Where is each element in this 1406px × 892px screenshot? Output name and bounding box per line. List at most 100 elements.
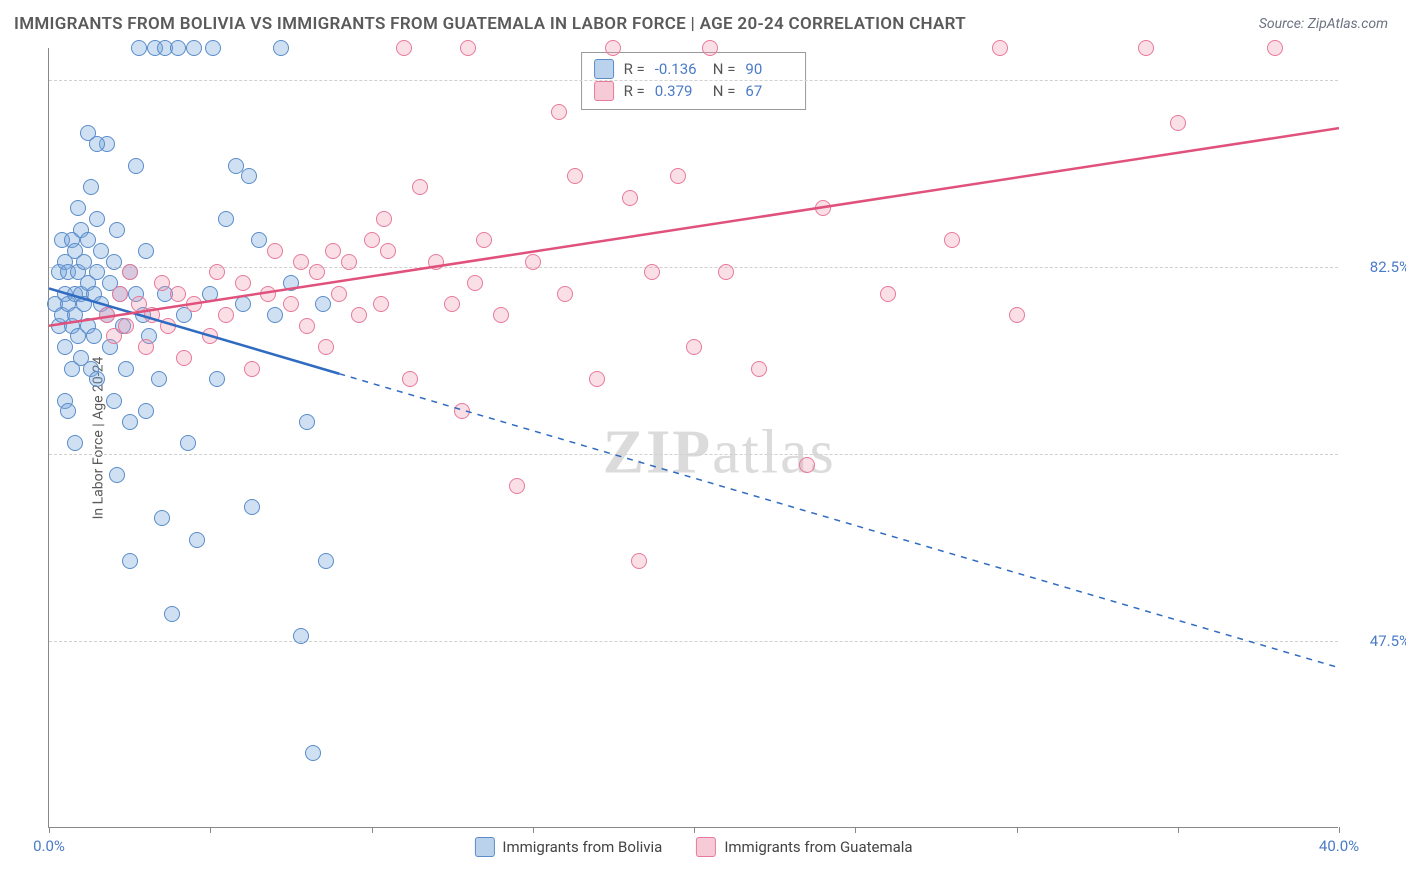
scatter-point-bolivia bbox=[57, 339, 73, 355]
scatter-point-guatemala bbox=[509, 478, 525, 494]
scatter-point-guatemala bbox=[644, 264, 660, 280]
scatter-point-bolivia bbox=[131, 40, 147, 56]
scatter-point-guatemala bbox=[138, 339, 154, 355]
scatter-point-guatemala bbox=[396, 40, 412, 56]
legend-n-label: N = bbox=[713, 60, 736, 78]
scatter-point-guatemala bbox=[1267, 40, 1283, 56]
scatter-point-guatemala bbox=[160, 318, 176, 334]
scatter-point-guatemala bbox=[992, 40, 1008, 56]
scatter-point-guatemala bbox=[525, 254, 541, 270]
scatter-point-bolivia bbox=[122, 414, 138, 430]
scatter-point-bolivia bbox=[293, 628, 309, 644]
x-tick bbox=[1178, 827, 1179, 833]
scatter-point-bolivia bbox=[241, 168, 257, 184]
scatter-point-guatemala bbox=[283, 296, 299, 312]
scatter-point-bolivia bbox=[251, 232, 267, 248]
scatter-point-guatemala bbox=[622, 190, 638, 206]
scatter-point-bolivia bbox=[89, 136, 105, 152]
scatter-point-guatemala bbox=[1009, 307, 1025, 323]
scatter-point-guatemala bbox=[99, 307, 115, 323]
scatter-point-guatemala bbox=[799, 457, 815, 473]
series-legend: Immigrants from Bolivia Immigrants from G… bbox=[474, 837, 912, 857]
scatter-point-guatemala bbox=[118, 318, 134, 334]
scatter-point-guatemala bbox=[106, 328, 122, 344]
gridline bbox=[49, 454, 1338, 455]
scatter-point-guatemala bbox=[144, 307, 160, 323]
scatter-point-bolivia bbox=[209, 371, 225, 387]
scatter-point-bolivia bbox=[60, 403, 76, 419]
watermark-bold: ZIP bbox=[603, 419, 712, 487]
scatter-point-guatemala bbox=[454, 403, 470, 419]
scatter-point-bolivia bbox=[305, 745, 321, 761]
scatter-point-bolivia bbox=[70, 200, 86, 216]
scatter-point-guatemala bbox=[122, 264, 138, 280]
scatter-point-bolivia bbox=[299, 414, 315, 430]
legend-r-label: R = bbox=[624, 60, 645, 78]
scatter-point-guatemala bbox=[428, 254, 444, 270]
scatter-point-guatemala bbox=[170, 286, 186, 302]
legend-n-value: 67 bbox=[745, 82, 793, 100]
scatter-point-bolivia bbox=[267, 307, 283, 323]
scatter-point-guatemala bbox=[318, 339, 334, 355]
legend-swatch bbox=[594, 81, 614, 101]
scatter-point-bolivia bbox=[106, 254, 122, 270]
y-tick-label: 47.5% bbox=[1346, 632, 1406, 650]
scatter-point-bolivia bbox=[180, 435, 196, 451]
scatter-point-guatemala bbox=[235, 275, 251, 291]
scatter-point-bolivia bbox=[89, 371, 105, 387]
scatter-point-bolivia bbox=[109, 222, 125, 238]
gridline bbox=[49, 267, 1338, 268]
correlation-legend-row: R =-0.136N =90 bbox=[594, 59, 794, 79]
scatter-point-bolivia bbox=[189, 532, 205, 548]
scatter-point-bolivia bbox=[138, 243, 154, 259]
scatter-point-guatemala bbox=[309, 264, 325, 280]
scatter-point-bolivia bbox=[86, 328, 102, 344]
scatter-point-guatemala bbox=[244, 361, 260, 377]
y-tick-label: 82.5% bbox=[1346, 258, 1406, 276]
legend-n-label: N = bbox=[713, 82, 736, 100]
scatter-point-bolivia bbox=[128, 158, 144, 174]
scatter-point-bolivia bbox=[186, 40, 202, 56]
scatter-point-guatemala bbox=[551, 104, 567, 120]
scatter-point-bolivia bbox=[273, 40, 289, 56]
scatter-point-guatemala bbox=[467, 275, 483, 291]
series-legend-label: Immigrants from Bolivia bbox=[502, 838, 662, 856]
scatter-point-guatemala bbox=[364, 232, 380, 248]
scatter-point-guatemala bbox=[293, 254, 309, 270]
scatter-point-guatemala bbox=[325, 243, 341, 259]
scatter-point-bolivia bbox=[315, 296, 331, 312]
scatter-point-bolivia bbox=[318, 553, 334, 569]
scatter-point-guatemala bbox=[751, 361, 767, 377]
scatter-point-guatemala bbox=[944, 232, 960, 248]
legend-r-value: 0.379 bbox=[655, 82, 703, 100]
scatter-point-guatemala bbox=[202, 328, 218, 344]
source-label: Source: ZipAtlas.com bbox=[1259, 16, 1388, 32]
scatter-point-guatemala bbox=[186, 296, 202, 312]
legend-n-value: 90 bbox=[745, 60, 793, 78]
scatter-point-bolivia bbox=[83, 179, 99, 195]
x-tick bbox=[533, 827, 534, 833]
scatter-point-guatemala bbox=[589, 371, 605, 387]
x-tick bbox=[372, 827, 373, 833]
scatter-point-guatemala bbox=[112, 286, 128, 302]
scatter-point-guatemala bbox=[412, 179, 428, 195]
scatter-point-guatemala bbox=[476, 232, 492, 248]
scatter-point-guatemala bbox=[351, 307, 367, 323]
scatter-point-bolivia bbox=[170, 40, 186, 56]
gridline bbox=[49, 80, 1338, 81]
scatter-point-guatemala bbox=[209, 264, 225, 280]
scatter-point-bolivia bbox=[122, 553, 138, 569]
scatter-point-guatemala bbox=[1138, 40, 1154, 56]
scatter-point-guatemala bbox=[373, 296, 389, 312]
scatter-point-guatemala bbox=[299, 318, 315, 334]
scatter-point-bolivia bbox=[202, 286, 218, 302]
scatter-point-guatemala bbox=[402, 371, 418, 387]
chart-title: IMMIGRANTS FROM BOLIVIA VS IMMIGRANTS FR… bbox=[14, 14, 966, 34]
scatter-point-bolivia bbox=[118, 361, 134, 377]
scatter-point-guatemala bbox=[341, 254, 357, 270]
scatter-point-guatemala bbox=[331, 286, 347, 302]
scatter-point-guatemala bbox=[880, 286, 896, 302]
series-legend-label: Immigrants from Guatemala bbox=[724, 838, 912, 856]
gridline bbox=[49, 641, 1338, 642]
trendline-dashed-bolivia bbox=[339, 374, 1339, 668]
